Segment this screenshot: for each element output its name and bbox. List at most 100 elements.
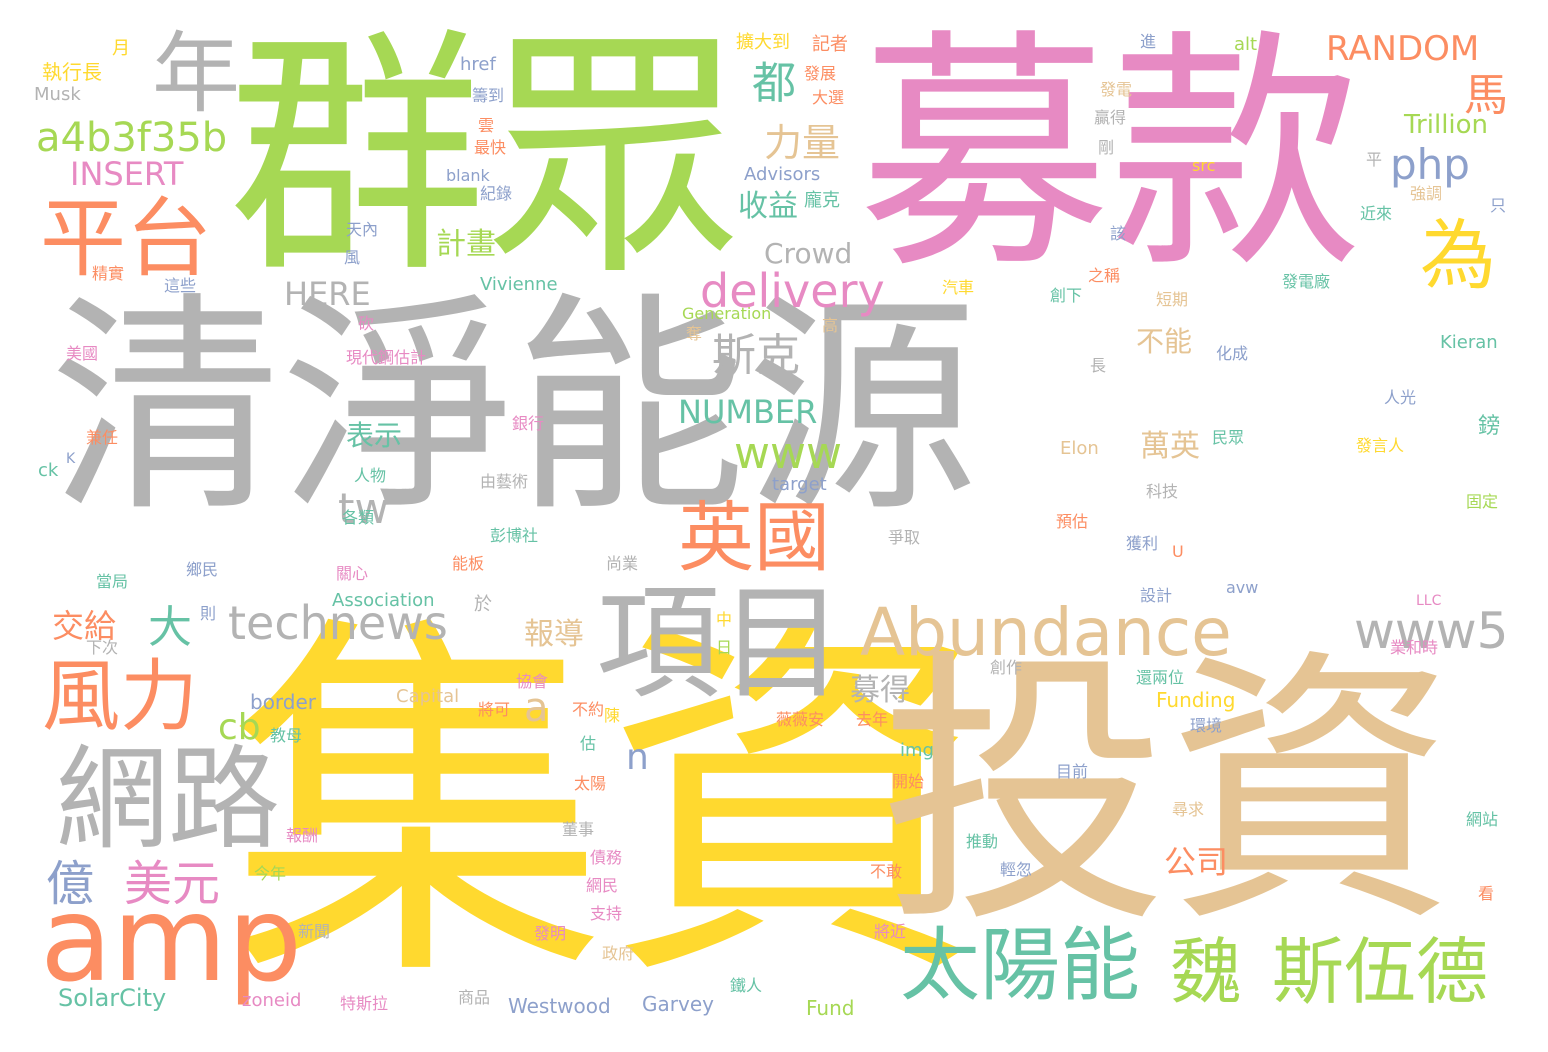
word: Musk [34,84,81,105]
word: 鐵人 [730,976,763,995]
word: 太陽 [574,774,607,793]
word: 億 [46,856,95,912]
word: 英國 [678,493,830,582]
word: 推動 [966,832,999,851]
word: php [1390,140,1470,189]
word: 尋求 [1172,800,1205,819]
word: 去年 [856,710,889,729]
word: 將近 [874,922,907,941]
word: 進 [1140,32,1157,51]
word: avw [1226,578,1259,597]
word: 網民 [586,876,619,895]
word: 人光 [1384,388,1417,407]
word: Advisors [744,164,821,185]
word: 兼任 [86,428,119,447]
word: 科技 [1146,482,1179,501]
word: 輕忽 [1000,860,1033,879]
word: 執行長 [42,60,102,84]
word: 商品 [458,988,491,1007]
word: 記者 [812,34,848,55]
word: 美國 [66,344,99,363]
word: 發電 [1100,80,1133,99]
word: img [900,740,934,761]
word: Funding [1156,688,1236,712]
word: 都 [752,58,796,109]
word: 最快 [474,138,507,157]
word: 創作 [990,658,1023,677]
word: 業和時 [1390,638,1439,657]
word: 魏 [1170,930,1243,1014]
word: NUMBER [678,393,818,431]
word: Crowd [764,237,853,270]
word: 這些 [164,276,197,295]
word: 看 [1478,884,1495,903]
word: K [66,451,76,467]
word: 該 [1110,224,1127,243]
word: 斯伍德 [1272,930,1489,1014]
word: 創下 [1050,286,1083,305]
word: Kieran [1440,332,1498,353]
word: 尚業 [606,554,639,573]
word: 籌到 [472,86,505,105]
word: 固定 [1466,492,1499,511]
word: 將可 [478,700,511,719]
word: 目前 [1056,762,1089,781]
word: 各類 [342,508,375,527]
word: 發電廠 [1282,272,1331,291]
word: 龐克 [804,190,840,211]
word: 馬 [1464,70,1508,121]
word: Capital [396,686,460,707]
word: 不敢 [870,862,903,881]
word: 收益 [738,189,798,224]
word: 力量 [764,121,841,165]
word: 大選 [812,88,845,107]
word: 只 [1490,196,1507,215]
word: zoneid [242,990,302,1011]
word: 化成 [1216,344,1249,363]
word: 投資 [880,626,1456,961]
word: 估 [580,734,597,753]
word: 清淨能源 [50,273,979,543]
word: 鎊 [1478,414,1501,439]
word: Abundance [860,594,1232,671]
word: 預估 [1056,512,1089,531]
word: HERE [284,275,371,313]
word: tw [338,484,389,533]
word: 網站 [1466,810,1499,829]
word: 不能 [1136,325,1193,358]
word: 短期 [1156,290,1189,309]
word: 則 [200,604,217,623]
word: 債務 [590,848,623,867]
word: LLC [1416,593,1442,609]
word: 公司 [1164,843,1229,881]
word: a4b3f35b [36,115,228,161]
word: 鄉民 [186,560,219,579]
word: Westwood [508,994,611,1018]
word: 汽車 [942,278,975,297]
word: 天內 [346,220,379,239]
word: target [772,474,827,495]
word: 年 [152,22,241,125]
word: Association [332,590,435,611]
word: 日 [716,638,733,657]
word: 民眾 [1212,428,1245,447]
word: 關心 [336,564,369,583]
word: 教母 [270,726,303,745]
word: 平 [1366,150,1383,169]
word: 人物 [354,466,387,485]
word: 發言人 [1356,436,1405,455]
word: href [460,54,496,75]
word: 報酬 [286,826,319,845]
word: 發展 [804,64,837,83]
word: Garvey [642,992,714,1016]
word: 薇薇安 [776,710,825,729]
word: 砍 [358,314,375,333]
word: 爭取 [888,528,921,547]
word: 表示 [346,419,403,452]
word: 之稱 [1088,266,1121,285]
word: Trillion [1404,110,1489,140]
word: Fund [806,996,855,1020]
word: U [1172,542,1184,561]
word: 政府 [602,944,635,963]
word: 環境 [1190,716,1223,735]
